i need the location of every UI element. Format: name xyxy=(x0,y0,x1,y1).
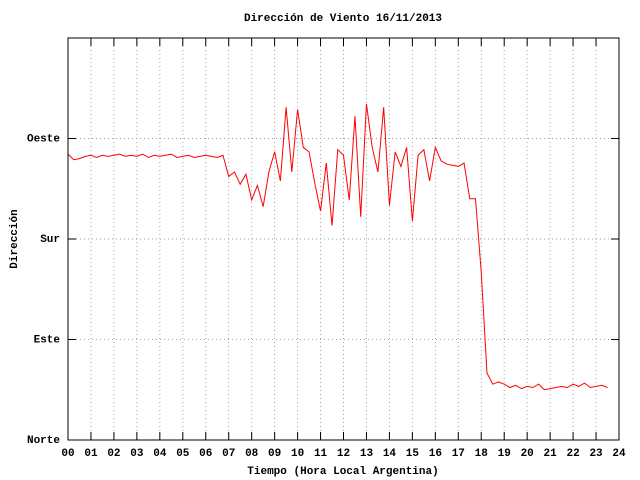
x-tick-label: 20 xyxy=(521,448,534,460)
x-tick-label: 05 xyxy=(176,448,190,460)
x-tick-label: 16 xyxy=(429,448,442,460)
x-tick-label: 22 xyxy=(566,448,579,460)
x-tick-label: 08 xyxy=(245,448,259,460)
plot-border xyxy=(67,37,620,441)
y-axis-label: Dirección xyxy=(9,209,21,268)
x-tick-label: 13 xyxy=(360,448,374,460)
x-tick-label: 12 xyxy=(337,448,350,460)
x-tick-label: 00 xyxy=(61,448,74,460)
x-tick-label: 04 xyxy=(153,448,167,460)
x-tick-label: 06 xyxy=(199,448,212,460)
x-tick-label: 11 xyxy=(314,448,328,460)
x-tick-label: 14 xyxy=(383,448,397,460)
data-line xyxy=(67,103,608,391)
x-tick-label: 10 xyxy=(291,448,304,460)
x-tick-label: 07 xyxy=(222,448,235,460)
x-tick-label: 24 xyxy=(612,448,626,460)
x-tick-label: 19 xyxy=(498,448,511,460)
x-tick-label: 15 xyxy=(406,448,420,460)
y-tick-label: Este xyxy=(34,334,61,346)
x-tick-label: 17 xyxy=(452,448,465,460)
x-tick-label: 02 xyxy=(107,448,120,460)
y-tick-label: Norte xyxy=(27,435,60,447)
x-tick-label: 21 xyxy=(544,448,558,460)
x-tick-label: 09 xyxy=(268,448,281,460)
x-axis-label: Tiempo (Hora Local Argentina) xyxy=(247,466,438,478)
x-tick-label: 03 xyxy=(130,448,144,460)
y-tick-label: Oeste xyxy=(27,133,60,145)
chart-title: Dirección de Viento 16/11/2013 xyxy=(244,13,442,25)
x-tick-label: 18 xyxy=(475,448,489,460)
y-tick-label: Sur xyxy=(40,234,60,246)
x-tick-label: 01 xyxy=(84,448,98,460)
x-tick-label: 23 xyxy=(589,448,603,460)
